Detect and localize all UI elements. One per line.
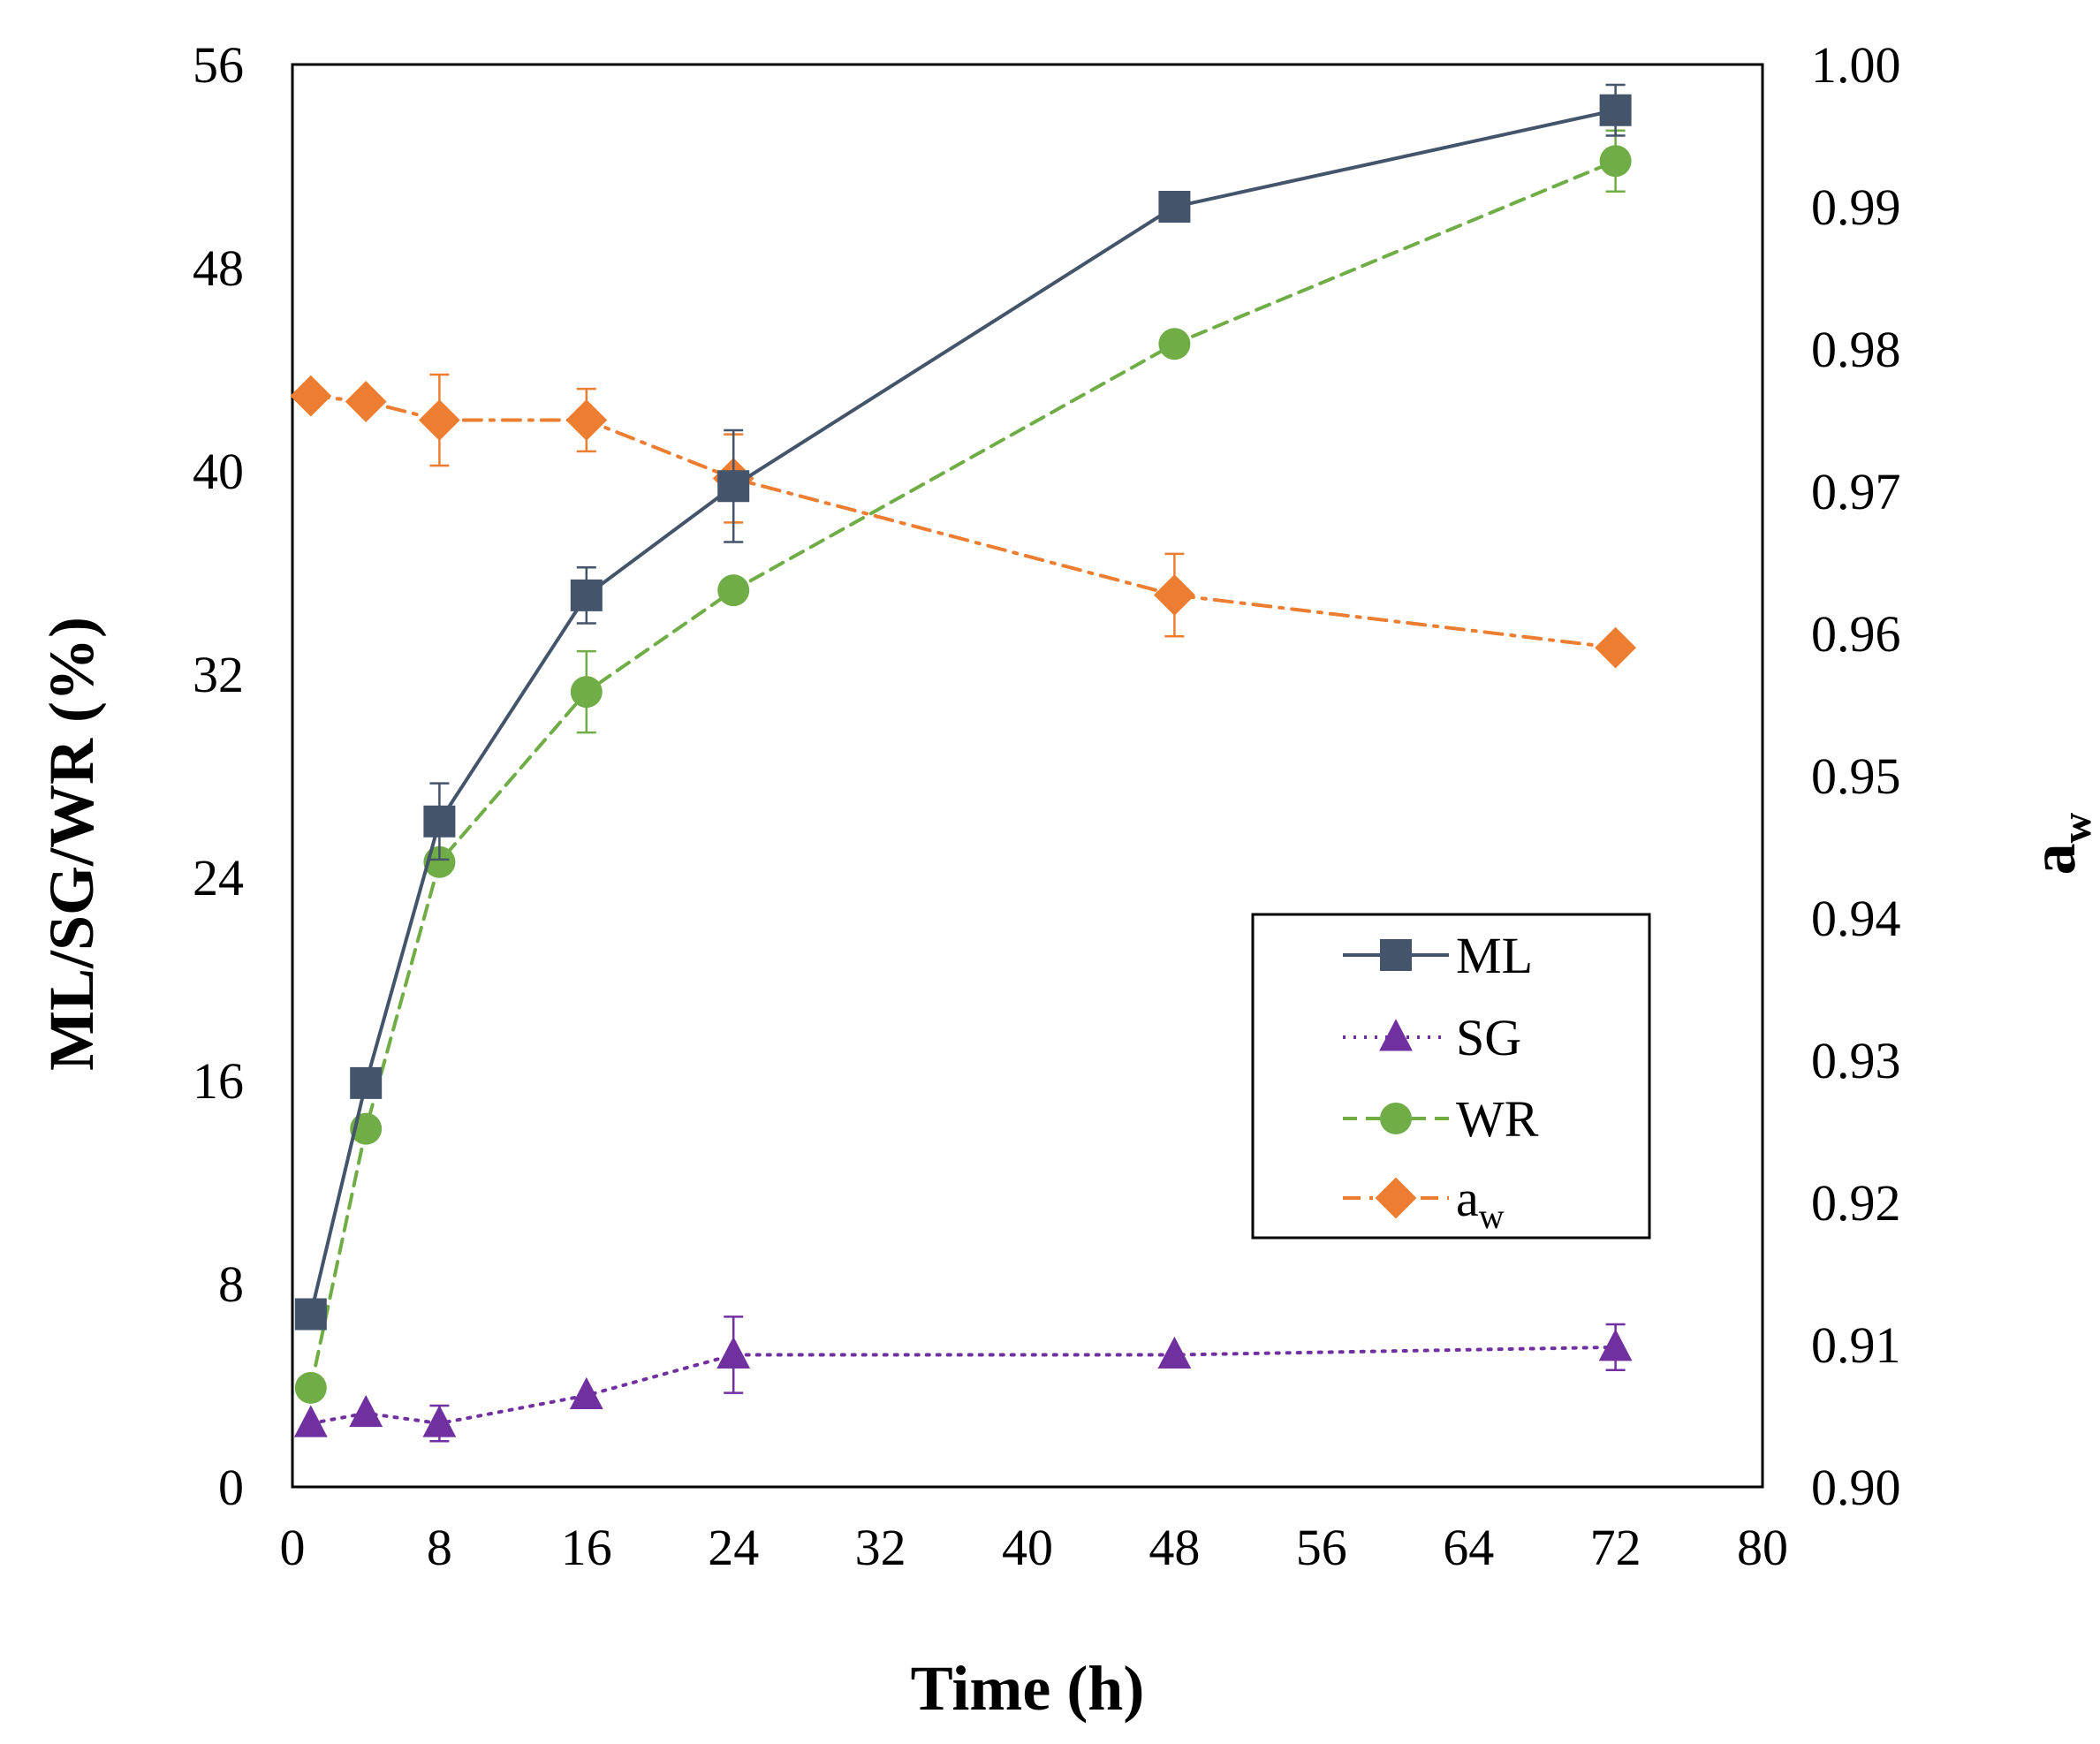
x-tick-label: 56 [1296,1519,1347,1576]
x-tick-label: 24 [708,1519,759,1576]
y-tick-label: 48 [193,239,244,297]
data-point [716,1336,751,1369]
data-point [1158,328,1191,360]
series-layer [290,83,1636,1443]
legend-label: aw [1456,1170,1505,1236]
y2-tick-label: 0.92 [1811,1174,1901,1232]
legend-label-main: ML [1456,927,1533,984]
data-point [423,805,456,838]
x-tick-label: 72 [1590,1519,1641,1576]
data-point [569,1376,603,1410]
series-sg [293,1316,1633,1443]
legend-item: ML [1343,927,1533,984]
legend-marker [1375,1177,1417,1219]
x-tick-label: 8 [427,1519,452,1576]
legend-label-main: SG [1456,1009,1521,1066]
data-point [717,574,750,607]
data-point [570,676,603,709]
y2-tick-label: 0.90 [1811,1459,1901,1516]
legend-marker [1380,1103,1412,1134]
y-tick-label: 16 [193,1052,244,1110]
legend-label-sub: w [1479,1196,1505,1236]
y2-tick-label: 1.00 [1811,36,1901,94]
legend-label-main: WR [1456,1090,1539,1148]
data-point [294,1298,327,1331]
y2-tick-label: 0.96 [1811,605,1901,663]
x-tick-label: 40 [1002,1519,1053,1576]
legend: ML SG WR aw [1251,913,1651,1240]
data-point [570,579,603,611]
x-tick-label: 48 [1149,1519,1200,1576]
data-point [1154,574,1195,616]
y2-tick-label: 0.98 [1811,321,1901,378]
legend-items: ML SG WR aw [1343,927,1539,1236]
y-tick-label: 40 [193,443,244,500]
y-tick-label: 8 [218,1255,244,1313]
y2-axis-ticks: 0.90 0.91 0.92 0.93 0.94 0.95 0.96 0.97 0.98 0.99… [1811,36,1901,1516]
data-point [294,1371,327,1404]
x-tick-label: 32 [855,1519,906,1576]
y-tick-label: 24 [193,849,244,906]
data-point [717,470,750,503]
y2-axis-title: aw [2018,812,2100,875]
legend-box [1251,913,1651,1240]
legend-label-main: a [1456,1170,1479,1227]
legend-label: ML [1456,927,1533,984]
legend-marker [1380,939,1412,971]
y2-axis-title-sub: w [2053,812,2100,843]
legend-marker [1379,1019,1413,1051]
y-tick-label: 56 [193,36,244,94]
legend-item: WR [1343,1090,1539,1148]
legend-item: SG [1343,1009,1521,1066]
legend-item: aw [1343,1170,1505,1236]
y2-tick-label: 0.94 [1811,890,1901,947]
data-point [1598,1329,1633,1361]
data-point [1157,1336,1192,1369]
x-axis-title: Time (h) [911,1653,1145,1724]
data-point [350,1066,383,1099]
data-point [1158,191,1191,223]
data-point [345,381,387,422]
x-tick-label: 16 [561,1519,612,1576]
data-point [1599,94,1632,126]
y-tick-label: 0 [218,1459,244,1516]
data-point [1599,145,1632,178]
data-point [565,399,608,441]
data-point [422,1405,457,1437]
x-axis-ticks: 0 8 16 24 32 40 48 56 64 72 80 [280,1519,1789,1576]
data-point [349,1394,383,1428]
data-point [1595,626,1636,669]
x-tick-label: 0 [280,1519,306,1576]
y2-tick-label: 0.93 [1811,1032,1901,1089]
y2-tick-label: 0.97 [1811,463,1901,520]
y2-tick-label: 0.95 [1811,747,1901,805]
y2-tick-label: 0.99 [1811,178,1901,236]
data-point [290,375,332,417]
y-tick-label: 32 [193,646,244,703]
y-axis-title: ML/SG/WR (%) [36,617,107,1071]
x-tick-label: 64 [1443,1519,1494,1576]
data-point [419,399,460,441]
y2-axis-title-main: a [2018,843,2089,875]
legend-label: SG [1456,1009,1521,1066]
y2-tick-label: 0.91 [1811,1316,1901,1374]
data-point [293,1405,328,1437]
legend-label: WR [1456,1090,1539,1148]
x-tick-label: 80 [1737,1519,1788,1576]
y-axis-ticks: 0 8 16 24 32 40 48 56 [193,36,244,1516]
series-ml [294,83,1632,1331]
